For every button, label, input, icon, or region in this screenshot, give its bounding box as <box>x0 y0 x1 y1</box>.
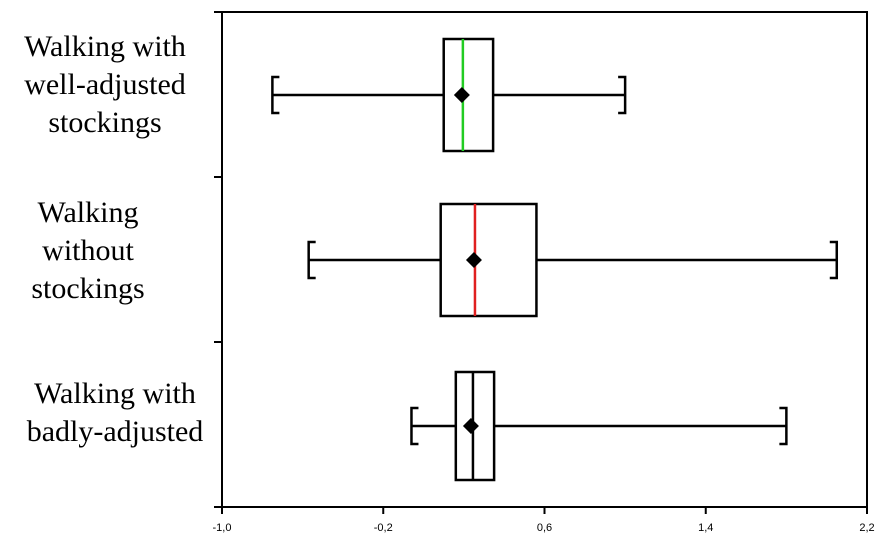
groups-layer: Walking withwell-adjustedstockingsWalkin… <box>24 30 839 482</box>
mean-marker <box>465 252 482 268</box>
box-group-1: Walking with well-adjusted stockings <box>24 30 627 153</box>
category-label: badly-adjusted <box>27 415 204 448</box>
category-label: Walking <box>38 196 139 229</box>
category-label: well-adjusted <box>24 68 186 101</box>
whisker-cap-min <box>271 75 280 115</box>
box-group-3: Walking with badly-adjusted <box>27 370 788 482</box>
x-tick-label: 0,6 <box>537 522 552 534</box>
mean-marker <box>462 418 479 434</box>
x-tick-label: -1,0 <box>213 522 232 534</box>
category-label: stockings <box>48 106 161 139</box>
mean-marker <box>453 87 470 103</box>
whisker-cap-max <box>618 75 627 115</box>
category-label: without <box>42 234 134 267</box>
category-label: Walking with <box>24 30 186 63</box>
category-label: stockings <box>31 272 144 305</box>
whisker-cap-min <box>410 406 419 446</box>
x-tick-label: -0,2 <box>374 522 393 534</box>
x-tick-label: 1,4 <box>698 522 713 534</box>
x-axis: -1,0 -0,2 0,6 1,4 2,2 <box>213 11 875 534</box>
whisker-cap-max <box>829 240 839 280</box>
whisker-cap-min <box>307 240 316 280</box>
whisker-cap-max <box>779 406 788 446</box>
category-label: Walking with <box>34 377 196 410</box>
box-iqr <box>439 202 538 318</box>
box-group-2: Walking without stockings <box>31 196 839 318</box>
x-tick-label: 2,2 <box>859 522 874 534</box>
